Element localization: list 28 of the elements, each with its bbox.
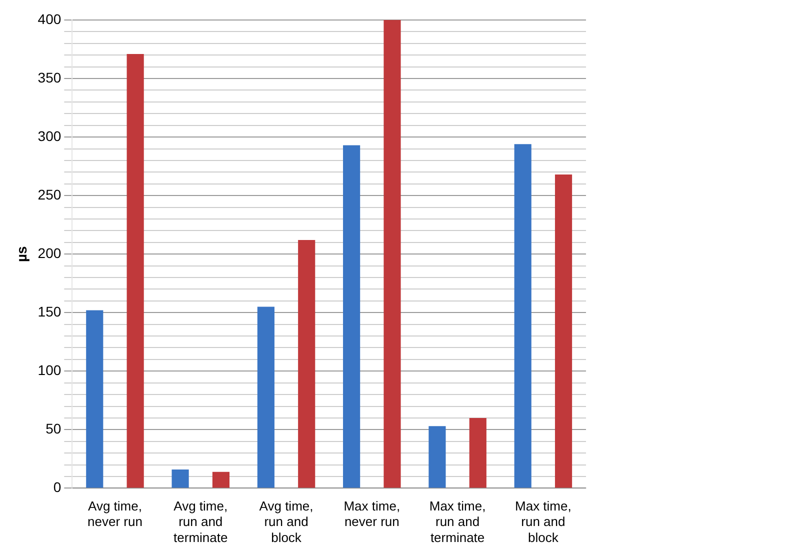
bar xyxy=(343,145,360,488)
bar xyxy=(257,306,274,488)
x-tick-label: Avg time, never run xyxy=(88,498,142,530)
x-tick-label: Max time, never run xyxy=(344,498,400,530)
y-tick-label: 150 xyxy=(38,303,62,320)
bar xyxy=(172,469,189,488)
y-tick-label: 0 xyxy=(53,479,62,496)
y-tick-label: 400 xyxy=(38,10,62,27)
y-tick-label: 350 xyxy=(38,69,62,86)
x-tick-label: Max time, run and block xyxy=(515,498,572,545)
y-tick-label: 200 xyxy=(38,244,62,261)
bar xyxy=(126,54,144,488)
bar xyxy=(514,144,532,488)
bar xyxy=(469,418,486,488)
bar xyxy=(384,20,401,488)
bar xyxy=(298,240,316,488)
x-tick-label: Avg time, run and block xyxy=(259,498,314,545)
y-tick-label: 50 xyxy=(46,420,62,437)
y-tick-label: 100 xyxy=(38,362,62,378)
bar xyxy=(86,310,104,488)
bar xyxy=(428,426,446,488)
x-tick-label: Avg time, run and terminate xyxy=(174,498,228,545)
y-tick-label: 250 xyxy=(38,186,62,202)
bar xyxy=(554,174,572,488)
y-tick-label: 300 xyxy=(38,128,62,144)
y-axis-title: µs xyxy=(13,246,30,262)
bar xyxy=(212,472,230,488)
x-tick-label: Max time, run and terminate xyxy=(429,498,486,545)
